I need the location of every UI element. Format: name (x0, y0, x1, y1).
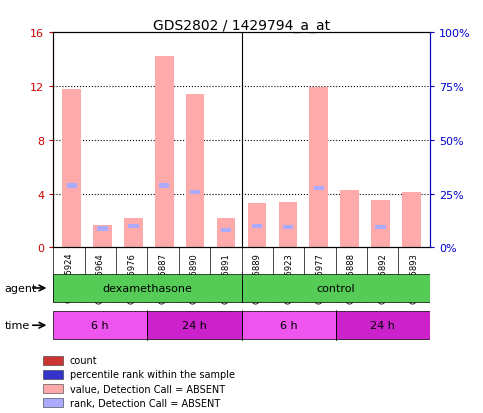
Bar (217, 218, 235, 248)
Text: 24 h: 24 h (182, 320, 207, 330)
Text: agent: agent (5, 283, 37, 293)
Text: GSM185887: GSM185887 (158, 252, 168, 303)
Bar (159, 184, 170, 188)
Text: GSM185964: GSM185964 (96, 252, 105, 303)
Bar (67, 184, 77, 188)
Bar (248, 204, 266, 248)
Text: 24 h: 24 h (370, 320, 395, 330)
Bar (43, 356, 63, 365)
Bar (283, 225, 293, 230)
Text: GSM185977: GSM185977 (315, 252, 325, 303)
Text: GSM185891: GSM185891 (221, 252, 230, 303)
Text: 6 h: 6 h (91, 320, 109, 330)
Bar (93, 225, 112, 248)
Bar (242, 274, 430, 302)
Text: GSM185924: GSM185924 (64, 252, 73, 303)
Text: control: control (316, 283, 355, 293)
Bar (221, 228, 231, 233)
Bar (53, 274, 242, 302)
Bar (313, 187, 324, 191)
Text: value, Detection Call = ABSENT: value, Detection Call = ABSENT (70, 384, 225, 394)
Text: GSM185892: GSM185892 (378, 252, 387, 303)
Bar (98, 227, 108, 231)
Text: 6 h: 6 h (280, 320, 298, 330)
Text: rank, Detection Call = ABSENT: rank, Detection Call = ABSENT (70, 398, 220, 408)
Bar (147, 311, 242, 339)
Bar (124, 218, 142, 248)
Bar (336, 311, 430, 339)
Bar (53, 311, 147, 339)
Text: GSM185923: GSM185923 (284, 252, 293, 303)
Bar (375, 225, 385, 230)
Bar (128, 224, 139, 228)
Text: GSM185889: GSM185889 (253, 252, 262, 303)
Bar (155, 57, 173, 248)
Text: GSM185890: GSM185890 (190, 252, 199, 303)
Text: GDS2802 / 1429794_a_at: GDS2802 / 1429794_a_at (153, 19, 330, 33)
Bar (279, 202, 297, 248)
Text: GSM185893: GSM185893 (410, 252, 419, 303)
Bar (186, 95, 204, 248)
Bar (43, 398, 63, 407)
Bar (341, 190, 359, 248)
Bar (402, 193, 421, 248)
Text: GSM185976: GSM185976 (127, 252, 136, 303)
Bar (62, 89, 81, 248)
Bar (371, 201, 390, 248)
Text: dexamethasone: dexamethasone (102, 283, 192, 293)
Bar (310, 88, 328, 248)
Bar (43, 384, 63, 393)
Bar (190, 191, 200, 195)
Text: percentile rank within the sample: percentile rank within the sample (70, 370, 235, 380)
Bar (252, 224, 262, 228)
Bar (43, 370, 63, 379)
Bar (242, 311, 336, 339)
Text: count: count (70, 356, 98, 366)
Text: time: time (5, 320, 30, 330)
Text: GSM185888: GSM185888 (347, 252, 356, 303)
